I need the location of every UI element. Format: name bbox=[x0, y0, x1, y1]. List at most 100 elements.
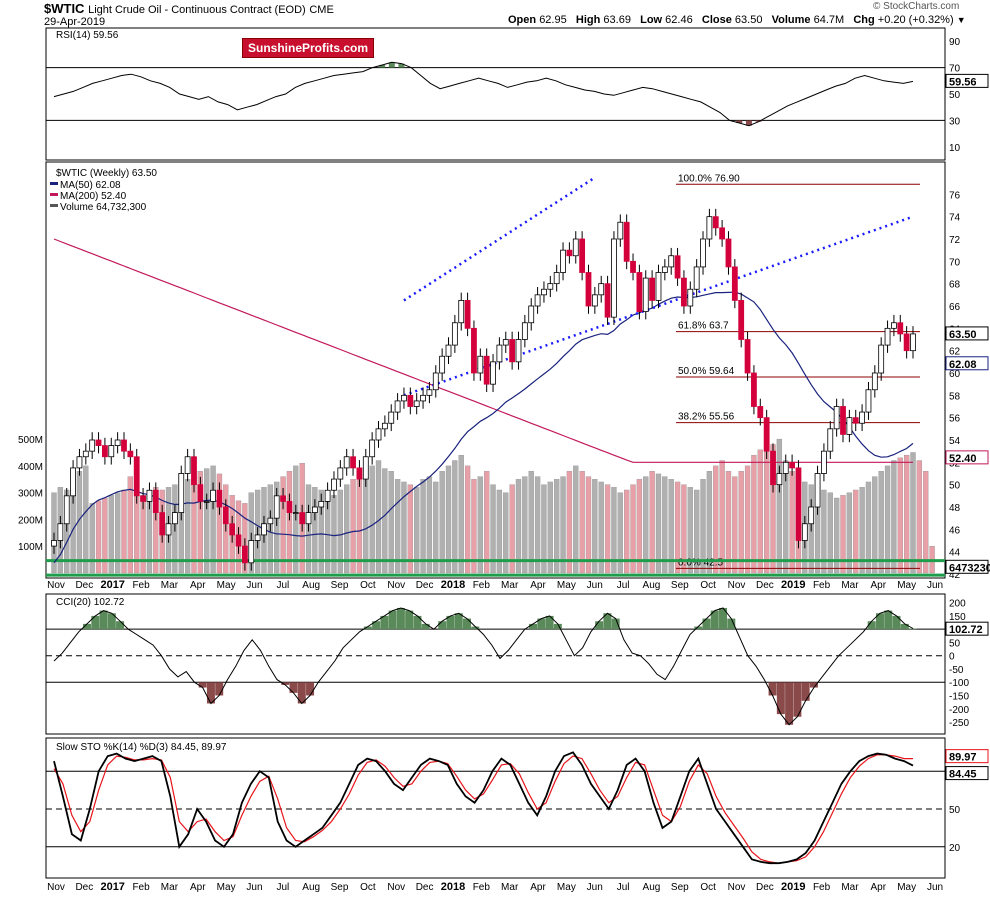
volume-bar bbox=[127, 476, 134, 574]
volume-bar bbox=[853, 489, 859, 574]
volume-bar bbox=[655, 473, 662, 574]
volume-bar bbox=[611, 487, 617, 574]
symbol: $WTIC bbox=[44, 1, 85, 16]
candle-body bbox=[611, 238, 617, 318]
volume-bar bbox=[471, 479, 477, 574]
volume-bar bbox=[394, 479, 401, 574]
volume-bar bbox=[897, 457, 903, 574]
candle-body bbox=[95, 439, 102, 446]
candle-body bbox=[401, 394, 407, 402]
x-axis-label: May bbox=[897, 882, 916, 893]
legend-swatch bbox=[50, 182, 58, 185]
volume-bar bbox=[197, 471, 203, 574]
volume-tick-label: 200M bbox=[18, 515, 43, 526]
sto-tick-label: 20 bbox=[949, 843, 961, 854]
volume-bar bbox=[452, 460, 458, 574]
rsi-last-value-box bbox=[945, 73, 989, 88]
volume-bar bbox=[83, 465, 89, 574]
sto-k-line bbox=[53, 751, 914, 865]
x-axis-label: Oct bbox=[360, 882, 376, 893]
volume-bar bbox=[865, 481, 872, 574]
x-axis-label: Jun bbox=[927, 882, 943, 893]
candle-body bbox=[311, 506, 318, 513]
x-axis-label: Dec bbox=[75, 882, 93, 893]
volume-bar bbox=[910, 452, 916, 574]
candle-body bbox=[636, 272, 643, 312]
candle-body bbox=[292, 512, 299, 514]
volume-bar bbox=[89, 503, 95, 574]
x-axis-label: Feb bbox=[813, 580, 831, 591]
x-axis-label: Nov bbox=[728, 580, 746, 591]
volume-tick-label: 400M bbox=[18, 462, 43, 473]
candle-body bbox=[604, 283, 611, 318]
candle-body bbox=[840, 406, 846, 435]
x-axis-label: Jul bbox=[276, 580, 289, 591]
x-axis-label: 2017 bbox=[100, 881, 124, 893]
x-axis-label: Apr bbox=[871, 580, 887, 591]
cci-tick-label: -50 bbox=[949, 665, 964, 676]
volume-bar bbox=[350, 479, 356, 574]
cci-tick-label: 150 bbox=[949, 612, 966, 623]
candle-body bbox=[706, 216, 713, 240]
volume-bar bbox=[312, 487, 318, 574]
volume-bar bbox=[280, 476, 286, 574]
candle-body bbox=[362, 456, 369, 480]
price-tick-label: 72 bbox=[949, 235, 961, 246]
ma200-last-label-box bbox=[945, 450, 989, 465]
candle-body bbox=[547, 283, 554, 290]
candle-body bbox=[655, 272, 662, 301]
volume-bar bbox=[751, 454, 757, 574]
rsi-title: RSI(14) 59.56 bbox=[56, 30, 119, 41]
candle-body bbox=[343, 456, 350, 469]
price-tick-label: 70 bbox=[949, 257, 961, 268]
sto-k-last-value: 84.45 bbox=[949, 769, 977, 781]
x-axis-label: Dec bbox=[416, 882, 434, 893]
volume-bar bbox=[789, 471, 795, 574]
candle-body bbox=[821, 450, 827, 474]
x-axis-label: Dec bbox=[75, 580, 93, 591]
volume-bar bbox=[114, 492, 121, 574]
legend-entry: MA(50) 62.08 bbox=[60, 180, 121, 191]
volume-bar bbox=[414, 487, 420, 574]
x-axis-label: May bbox=[897, 580, 916, 591]
candle-body bbox=[171, 512, 178, 525]
ma50-last-label-box bbox=[945, 356, 989, 371]
volume-bar bbox=[210, 465, 216, 574]
candle-body bbox=[560, 249, 566, 273]
cci-tick-label: -150 bbox=[949, 692, 969, 703]
volume-bar bbox=[184, 479, 191, 574]
rsi-tick-label: 10 bbox=[949, 143, 961, 154]
price-title: $WTIC (Weekly) 63.50 bbox=[56, 168, 157, 179]
volume-bar bbox=[528, 471, 534, 574]
copyright: © StockCharts.com bbox=[873, 1, 960, 12]
volume-bar bbox=[923, 471, 929, 574]
fib-label: 0.0% 42.5 bbox=[678, 557, 723, 568]
candle-body bbox=[687, 288, 694, 307]
candle-body bbox=[191, 456, 197, 486]
volume-bar bbox=[706, 471, 713, 574]
candle-body bbox=[490, 361, 496, 385]
candle-body bbox=[897, 322, 904, 335]
candle-body bbox=[267, 517, 274, 525]
candle-body bbox=[451, 322, 458, 346]
volume-bar bbox=[541, 484, 547, 574]
candle-body bbox=[375, 428, 382, 441]
candle-body bbox=[121, 439, 127, 452]
candle-body bbox=[528, 305, 535, 324]
volume-bar bbox=[496, 489, 503, 574]
price-tick-label: 48 bbox=[949, 503, 961, 514]
price-tick-label: 42 bbox=[949, 570, 961, 581]
fib-label: 38.2% 55.56 bbox=[678, 412, 735, 423]
cci-tick-label: 0 bbox=[949, 652, 955, 663]
volume-bar bbox=[286, 471, 293, 574]
candle-body bbox=[712, 216, 719, 229]
candle-body bbox=[852, 417, 859, 424]
candle-body bbox=[165, 523, 172, 536]
candle-body bbox=[903, 333, 910, 352]
x-axis-label: Feb bbox=[473, 580, 491, 591]
x-axis-label: Jun bbox=[927, 580, 943, 591]
candle-body bbox=[693, 266, 700, 290]
candle-body bbox=[598, 283, 605, 296]
candle-body bbox=[57, 523, 64, 541]
volume-bar bbox=[732, 476, 738, 574]
